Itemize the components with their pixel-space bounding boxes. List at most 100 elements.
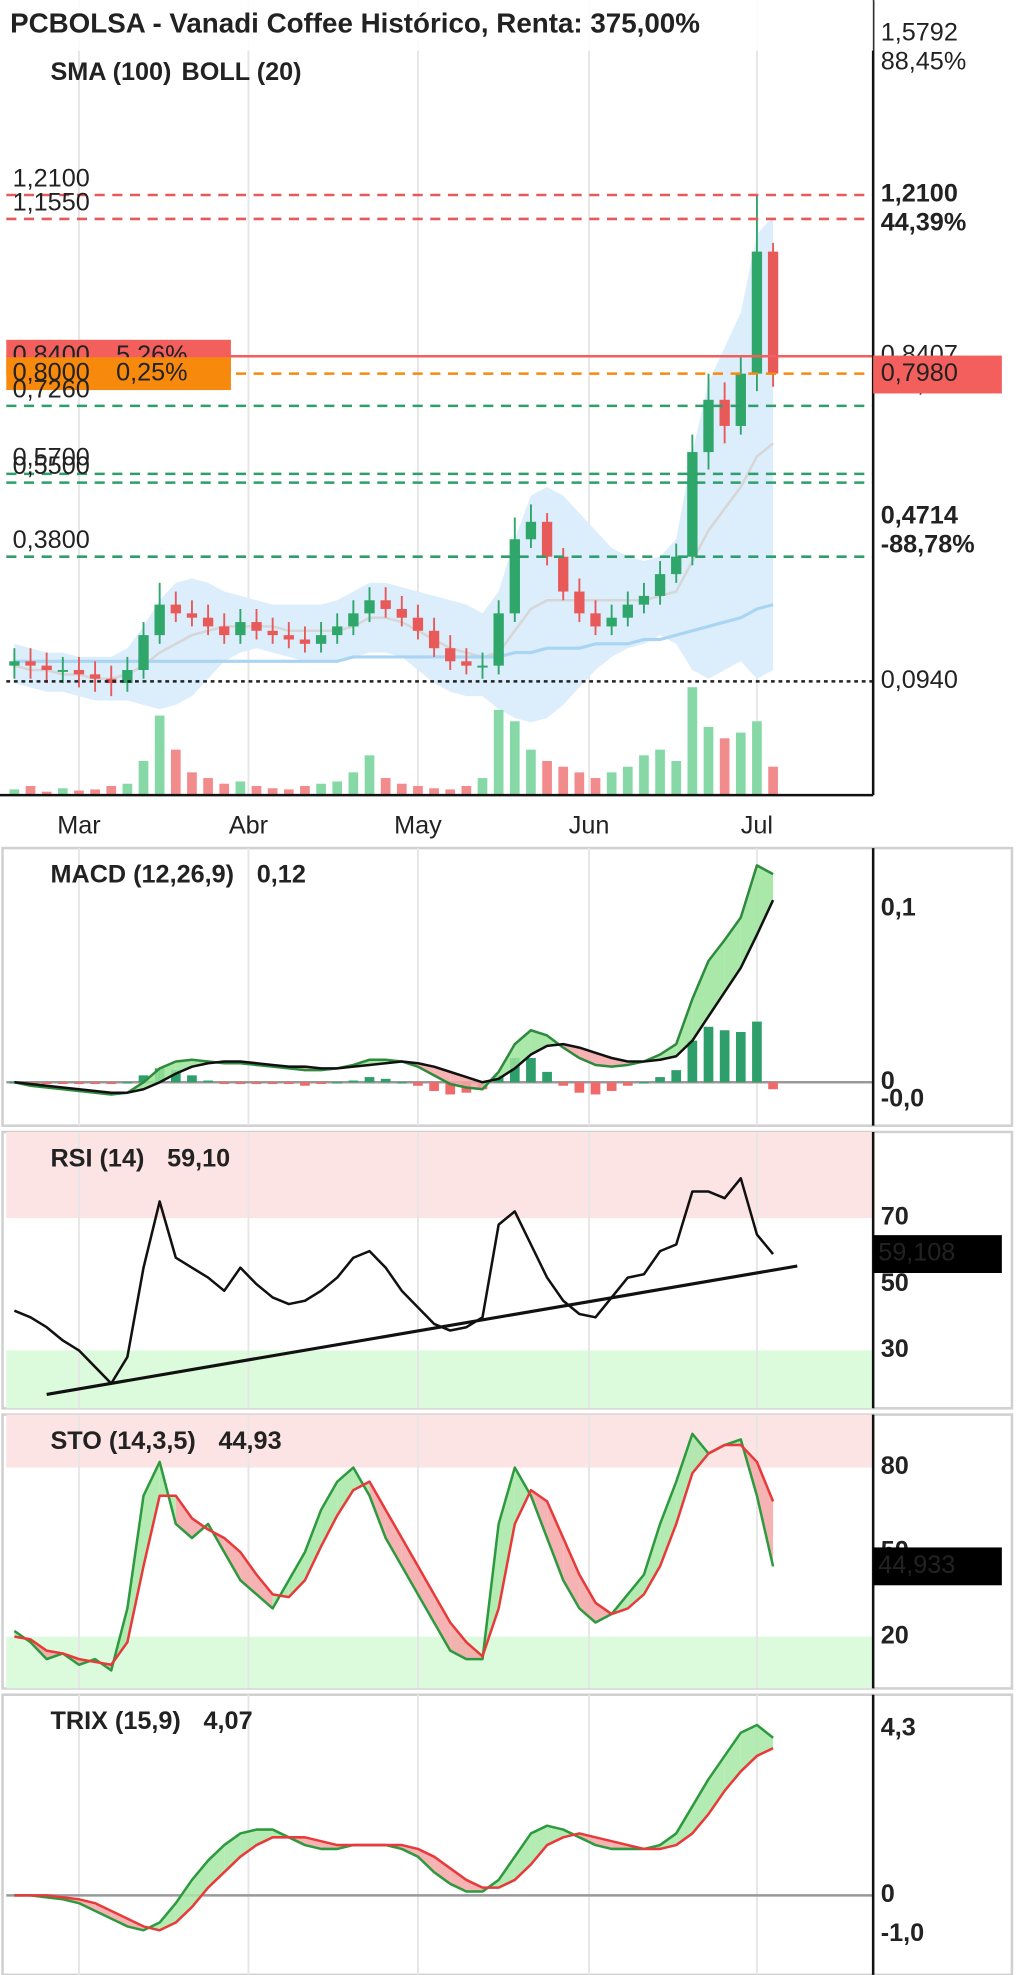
price-level-label: 1,2100 bbox=[13, 164, 90, 192]
candle-body bbox=[477, 665, 488, 668]
candle-body bbox=[751, 251, 763, 374]
candle-body bbox=[138, 635, 149, 670]
volume-bar bbox=[235, 781, 246, 796]
cross-fill bbox=[530, 1030, 548, 1055]
cross-fill bbox=[547, 1825, 564, 1846]
candle-body bbox=[332, 626, 343, 636]
cross-fill bbox=[514, 1833, 531, 1880]
volume-bar bbox=[655, 749, 665, 796]
volume-bar bbox=[639, 755, 649, 796]
volume-bar bbox=[41, 791, 52, 796]
cross-fill bbox=[514, 1467, 531, 1524]
volume-bar bbox=[542, 761, 552, 796]
candle-body bbox=[767, 251, 779, 374]
price-level-label: 0,7260 bbox=[13, 375, 90, 403]
histogram-bar bbox=[57, 1082, 68, 1085]
candle-body bbox=[235, 622, 246, 636]
volume-bar bbox=[606, 772, 617, 796]
histogram-bar bbox=[235, 1082, 246, 1085]
candle-body bbox=[654, 574, 666, 596]
candle-body bbox=[671, 556, 682, 575]
volume-bar bbox=[622, 766, 633, 796]
d-line bbox=[14, 1443, 775, 1667]
volume-bar bbox=[703, 726, 714, 796]
cross-fill bbox=[530, 1825, 548, 1865]
candle-body bbox=[412, 617, 424, 631]
histogram-bar bbox=[655, 1077, 665, 1083]
cross-fill bbox=[434, 1856, 451, 1884]
volume-bar bbox=[364, 755, 375, 796]
x-tick-label: Jul bbox=[741, 811, 773, 839]
histogram-bar bbox=[574, 1082, 585, 1093]
candle-body bbox=[703, 399, 714, 453]
overbought-zone bbox=[6, 1131, 874, 1219]
volume-bar bbox=[300, 785, 310, 796]
histogram-bar bbox=[622, 1082, 633, 1086]
candle-body bbox=[89, 674, 101, 679]
histogram-bar bbox=[251, 1082, 262, 1085]
signal-line bbox=[14, 899, 775, 1094]
volume-bar bbox=[187, 772, 197, 796]
rsi-line bbox=[13, 1177, 775, 1385]
cross-fill bbox=[708, 1755, 725, 1815]
indicator-readout: 59,10 bbox=[167, 1144, 230, 1172]
x-tick-label: Jun bbox=[569, 811, 610, 839]
candle-body bbox=[9, 661, 20, 666]
cross-fill bbox=[660, 1481, 677, 1567]
indicator-readout: 4,07 bbox=[204, 1707, 253, 1735]
volume-bar bbox=[170, 749, 181, 796]
cross-fill bbox=[724, 1732, 741, 1791]
candle-body bbox=[525, 521, 537, 540]
volume-bar bbox=[574, 772, 585, 796]
histogram-bar bbox=[429, 1082, 439, 1091]
volume-bar bbox=[251, 785, 262, 796]
cross-fill bbox=[756, 1724, 774, 1756]
indicator-label: MACD (12,26,9) bbox=[50, 861, 234, 889]
volume-bar bbox=[396, 783, 407, 796]
volume-bar bbox=[477, 778, 488, 796]
candle-body bbox=[719, 399, 730, 426]
cross-fill bbox=[450, 1622, 467, 1660]
legend-entry: SMA (100) bbox=[50, 58, 171, 86]
volume-bar bbox=[526, 749, 536, 796]
volume-bar bbox=[380, 778, 391, 796]
candle-body bbox=[622, 604, 633, 618]
candle-body bbox=[558, 556, 569, 592]
cross-fill bbox=[175, 1059, 192, 1074]
y-tick-label: 70 bbox=[881, 1203, 909, 1231]
histogram-bar bbox=[203, 1080, 213, 1083]
candle-body bbox=[364, 600, 375, 614]
volume-bar bbox=[493, 709, 504, 796]
y-tick-label: -0,0 bbox=[881, 1084, 924, 1112]
volume-bar bbox=[283, 789, 294, 796]
histogram-bar bbox=[364, 1077, 375, 1083]
cross-fill bbox=[256, 1829, 273, 1846]
value-tag-label: 59,108 bbox=[878, 1239, 955, 1267]
cross-fill bbox=[498, 1467, 515, 1609]
oversold-zone bbox=[6, 1636, 874, 1689]
candle-body bbox=[606, 617, 617, 627]
cross-fill bbox=[595, 1602, 612, 1623]
cross-fill bbox=[676, 1433, 693, 1524]
candle-body bbox=[57, 669, 68, 672]
volume-bar bbox=[735, 732, 746, 796]
cross-fill bbox=[304, 1509, 322, 1581]
cross-fill bbox=[417, 1566, 435, 1623]
d-line bbox=[14, 1747, 774, 1932]
candle-body bbox=[219, 626, 230, 636]
trendline bbox=[46, 1264, 798, 1396]
y-tick-label: 80 bbox=[881, 1452, 909, 1480]
histogram-bar bbox=[509, 1058, 520, 1083]
volume-bar bbox=[106, 785, 117, 796]
cross-fill bbox=[288, 1552, 305, 1598]
candle-body bbox=[396, 608, 407, 618]
y-tick-label: 0,1 bbox=[881, 893, 916, 921]
x-tick-label: May bbox=[394, 811, 442, 839]
candle-body bbox=[202, 617, 214, 627]
chart-title: PCBOLSA - Vanadi Coffee Histórico, Renta… bbox=[10, 8, 700, 39]
candle-body bbox=[315, 635, 327, 644]
volume-bar bbox=[138, 761, 149, 796]
histogram-bar bbox=[703, 1026, 714, 1083]
k-line bbox=[13, 1432, 775, 1672]
histogram-bar bbox=[219, 1082, 230, 1085]
